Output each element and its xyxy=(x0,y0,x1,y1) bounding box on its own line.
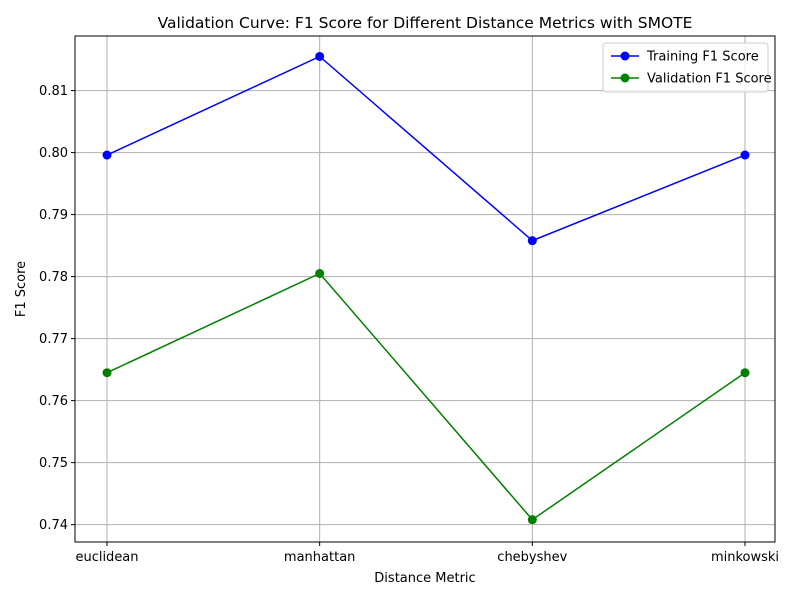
y-tick-label: 0.81 xyxy=(39,84,68,99)
y-tick-label: 0.78 xyxy=(39,270,68,285)
y-tick-label: 0.75 xyxy=(39,456,68,471)
legend-label-training-f1-score: Training F1 Score xyxy=(646,50,759,65)
y-tick-label: 0.77 xyxy=(39,332,68,347)
training-f1-score-line xyxy=(106,55,746,242)
x-tick-label: manhattan xyxy=(284,550,355,565)
legend-marker-training-f1-score xyxy=(620,51,630,61)
legend-label-validation-f1-score: Validation F1 Score xyxy=(647,72,772,87)
validation-f1-score-point xyxy=(102,368,112,378)
validation-f1-score-point xyxy=(315,268,325,278)
y-tick-label: 0.79 xyxy=(39,208,68,223)
series-layer xyxy=(102,51,750,525)
plot-frame xyxy=(74,35,776,543)
training-f1-score-point xyxy=(740,150,750,160)
y-axis-label: F1 Score xyxy=(14,261,29,317)
legend-marker-validation-f1-score xyxy=(620,73,630,83)
axis-ticks: euclidean manhattan chebyshev minkowski 0.74… xyxy=(39,84,779,565)
training-f1-score-point xyxy=(102,150,112,160)
x-tick-label: minkowski xyxy=(711,550,779,565)
legend: Training F1 Score Validation F1 Score xyxy=(602,42,772,93)
chart-title: Validation Curve: F1 Score for Different… xyxy=(158,14,693,32)
training-f1-score-point xyxy=(315,51,325,61)
x-tick-label: chebyshev xyxy=(497,550,567,565)
x-tick-label: euclidean xyxy=(75,550,138,565)
grid xyxy=(75,36,775,542)
y-tick-label: 0.74 xyxy=(39,518,68,533)
validation-f1-score-point xyxy=(740,368,750,378)
training-f1-score-point xyxy=(527,236,537,246)
y-tick-label: 0.76 xyxy=(39,394,68,409)
legend-box xyxy=(602,42,769,93)
validation-f1-score-point xyxy=(527,515,537,525)
validation-f1-score-line xyxy=(106,272,746,521)
x-axis-label: Distance Metric xyxy=(374,571,475,586)
y-tick-label: 0.80 xyxy=(39,146,68,161)
